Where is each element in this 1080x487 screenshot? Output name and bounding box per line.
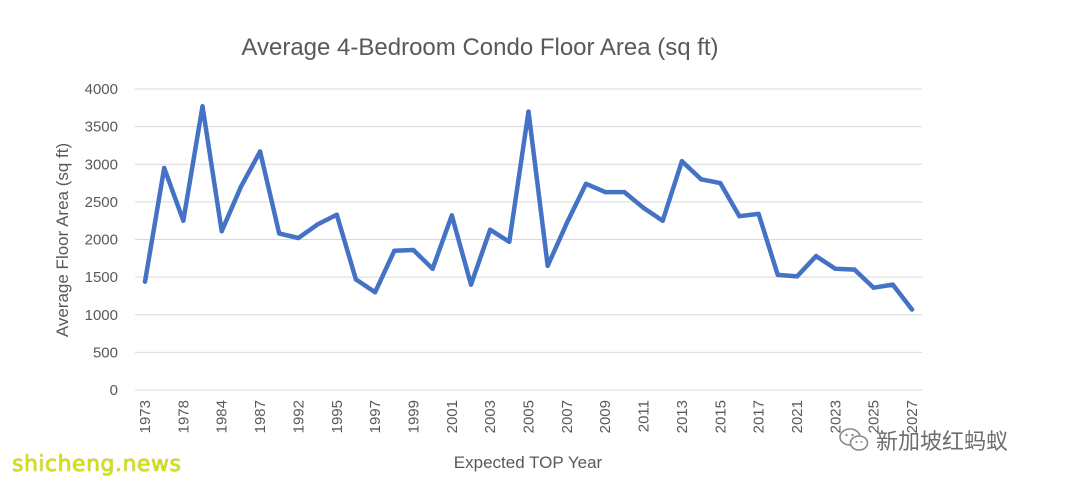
y-tick-label: 4000 bbox=[85, 81, 118, 98]
data-point bbox=[200, 104, 205, 109]
data-point bbox=[852, 267, 857, 272]
x-tick-label: 1973 bbox=[137, 400, 154, 433]
data-point bbox=[622, 189, 627, 195]
x-tick-label: 2017 bbox=[751, 400, 768, 433]
y-tick-label: 1000 bbox=[85, 307, 118, 324]
data-point bbox=[583, 181, 589, 187]
data-point bbox=[641, 205, 646, 211]
data-point bbox=[833, 266, 838, 272]
data-point bbox=[142, 279, 148, 284]
x-tick-label: 2023 bbox=[827, 400, 844, 433]
data-point bbox=[775, 272, 780, 278]
data-point bbox=[564, 220, 570, 226]
x-tick-label: 1992 bbox=[290, 400, 307, 433]
x-tick-label: 2021 bbox=[789, 400, 806, 433]
y-axis-label: Average Floor Area (sq ft) bbox=[53, 143, 72, 337]
data-point bbox=[507, 239, 512, 244]
data-point bbox=[545, 263, 550, 269]
y-tick-label: 3500 bbox=[85, 119, 118, 136]
data-point bbox=[257, 149, 263, 154]
data-point bbox=[909, 307, 915, 312]
watermark-account: 新加坡红蚂蚁 bbox=[876, 430, 1009, 455]
data-point bbox=[449, 213, 454, 218]
data-point bbox=[392, 248, 397, 253]
y-tick-label: 1500 bbox=[85, 269, 118, 286]
data-point bbox=[277, 231, 282, 236]
x-tick-label: 2025 bbox=[866, 400, 883, 433]
data-point bbox=[737, 213, 742, 219]
chart-title: Average 4-Bedroom Condo Floor Area (sq f… bbox=[241, 34, 718, 61]
data-point bbox=[353, 277, 359, 282]
x-tick-label: 1995 bbox=[329, 400, 346, 433]
x-tick-label: 1978 bbox=[175, 400, 192, 433]
data-point bbox=[372, 289, 378, 295]
x-axis-ticks: 1973 1978 1984 1987 1992 1995 1997 1999 2001 2003… bbox=[137, 400, 921, 433]
x-tick-label: 2011 bbox=[636, 400, 653, 432]
watermark-site: shicheng.news bbox=[12, 452, 182, 477]
data-point bbox=[411, 247, 416, 253]
x-tick-label: 2001 bbox=[444, 400, 461, 433]
y-tick-label: 2500 bbox=[85, 194, 118, 211]
y-tick-label: 3000 bbox=[85, 156, 118, 173]
data-point bbox=[603, 189, 608, 195]
x-tick-label: 2027 bbox=[904, 400, 921, 433]
data-point bbox=[871, 285, 876, 290]
x-tick-label: 1997 bbox=[367, 400, 384, 433]
x-tick-label: 1984 bbox=[214, 400, 231, 433]
data-point bbox=[718, 180, 723, 186]
x-tick-label: 2005 bbox=[521, 400, 538, 433]
x-tick-label: 2009 bbox=[597, 400, 614, 433]
x-tick-label: 2007 bbox=[559, 400, 576, 433]
y-tick-label: 500 bbox=[93, 344, 118, 361]
x-tick-label: 2013 bbox=[674, 400, 691, 433]
data-point bbox=[679, 159, 685, 164]
series-line bbox=[142, 104, 915, 312]
data-point bbox=[487, 227, 493, 232]
data-point bbox=[890, 282, 896, 287]
data-point bbox=[660, 218, 665, 223]
data-point bbox=[794, 274, 800, 279]
x-axis-label: Expected TOP Year bbox=[454, 453, 603, 472]
data-point bbox=[526, 109, 531, 114]
data-point bbox=[813, 253, 819, 259]
data-point bbox=[219, 229, 224, 234]
data-point bbox=[181, 218, 186, 223]
y-tick-label: 2000 bbox=[85, 232, 118, 249]
series-group bbox=[142, 104, 915, 312]
data-point bbox=[161, 165, 167, 171]
data-point bbox=[334, 212, 339, 217]
watermark-wechat: 新加坡红蚂蚁 bbox=[838, 424, 1008, 456]
y-axis-ticks: 0 500 1000 1500 2000 2500 3000 3500 4000 bbox=[85, 81, 118, 399]
data-point bbox=[296, 235, 301, 241]
x-tick-label: 2003 bbox=[482, 400, 499, 433]
data-point bbox=[430, 266, 435, 272]
data-point bbox=[238, 184, 244, 190]
x-tick-label: 2015 bbox=[712, 400, 729, 433]
y-tick-label: 0 bbox=[110, 382, 118, 399]
data-point bbox=[756, 211, 761, 217]
x-tick-label: 1999 bbox=[405, 400, 422, 433]
data-point bbox=[698, 177, 704, 182]
wechat-icon bbox=[839, 428, 869, 451]
data-point bbox=[468, 282, 474, 287]
x-tick-label: 1987 bbox=[252, 400, 269, 433]
data-point bbox=[315, 222, 320, 227]
gridlines bbox=[135, 88, 922, 391]
